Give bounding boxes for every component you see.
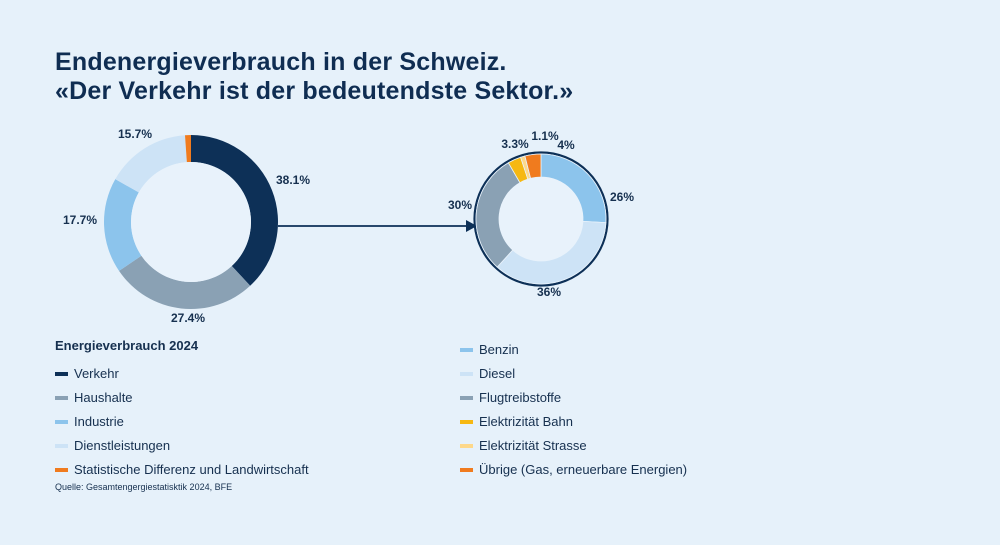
donut2-hole [499, 177, 583, 261]
legend-label: Dienstleistungen [74, 438, 171, 453]
legend-item: Industrie [55, 410, 309, 434]
legend-swatch [55, 396, 68, 400]
legend-swatch [55, 444, 68, 448]
donut2-data-label: 1.1% [531, 129, 559, 143]
connector-arrow [278, 220, 477, 232]
legend-item: Übrige (Gas, erneuerbare Energien) [460, 458, 687, 482]
legend-swatch [460, 468, 473, 472]
legend-label: Verkehr [74, 366, 119, 381]
donut1-slice-industrie [104, 179, 142, 271]
donut2-data-label: 36% [537, 285, 561, 299]
legend-label: Haushalte [74, 390, 133, 405]
legend-item: Verkehr [55, 362, 309, 386]
legend-item: Statistische Differenz und Landwirtschaf… [55, 458, 309, 482]
legend-label: Statistische Differenz und Landwirtschaf… [74, 462, 309, 477]
donut1-data-label: 17.7% [63, 213, 97, 227]
donut1-slice-dienstleistungen [115, 135, 187, 193]
legend-label: Diesel [479, 366, 516, 381]
legend-item: Elektrizität Strasse [460, 434, 687, 458]
donut1-data-label: 38.1% [276, 173, 310, 187]
legend-swatch [55, 420, 68, 424]
legend-swatch [460, 420, 473, 424]
donut2-data-label: 3.3% [501, 137, 529, 151]
donut-chart-energy-consumption: 38.1% 27.4% 17.7% 15.7% [63, 127, 310, 325]
donut1-slice-haushalte [119, 255, 251, 309]
donut1-data-label: 15.7% [118, 127, 152, 141]
legend-label: Übrige (Gas, erneuerbare Energien) [479, 462, 688, 477]
legend-swatch [55, 468, 68, 472]
donut1-slice-verkehr [191, 135, 278, 286]
donut2-data-label: 4% [557, 138, 575, 152]
source-note: Quelle: Gesamtengergiestatisktik 2024, B… [55, 482, 233, 492]
donut2-data-label: 30% [448, 198, 472, 212]
legend-item: Dienstleistungen [55, 434, 309, 458]
legend-item: Diesel [460, 362, 687, 386]
title-line-2: «Der Verkehr ist der bedeutendste Sektor… [55, 77, 574, 105]
donut1-hole [131, 162, 251, 282]
legend-label: Elektrizität Bahn [479, 414, 573, 429]
legend-label: Benzin [479, 342, 519, 357]
legend-energy-consumption: Energieverbrauch 2024 Verkehr Haushalte … [55, 338, 309, 482]
legend-label: Industrie [74, 414, 124, 429]
legend-label: Flugtreibstoffe [479, 390, 562, 405]
legend-item: Benzin [460, 338, 687, 362]
donut2-data-label: 26% [610, 190, 634, 204]
donut1-data-label: 27.4% [171, 311, 205, 325]
arrow-head [466, 220, 477, 232]
chart-title: Endenergieverbrauch in der Schweiz. «Der… [55, 48, 573, 106]
legend-item: Haushalte [55, 386, 309, 410]
donut-chart-transport-breakdown: 26% 36% 30% 3.3%1.1%4% [448, 129, 634, 299]
legend-heading: Energieverbrauch 2024 [55, 338, 199, 353]
title-line-1: Endenergieverbrauch in der Schweiz. [55, 48, 507, 76]
donut1-slice-statistische-differenz-und-landwirtschaft [184, 135, 191, 163]
donut2-outer-ring [473, 151, 609, 287]
legend-transport-breakdown: Benzin Diesel Flugtreibstoffe Elektrizit… [460, 338, 687, 482]
legend-swatch [460, 372, 473, 376]
legend-swatch [460, 444, 473, 448]
legend-item: Flugtreibstoffe [460, 386, 687, 410]
legend-label: Elektrizität Strasse [479, 438, 587, 453]
legend-swatch [55, 372, 68, 376]
legend-swatch [460, 348, 473, 352]
legend-item: Elektrizität Bahn [460, 410, 687, 434]
legend-swatch [460, 396, 473, 400]
